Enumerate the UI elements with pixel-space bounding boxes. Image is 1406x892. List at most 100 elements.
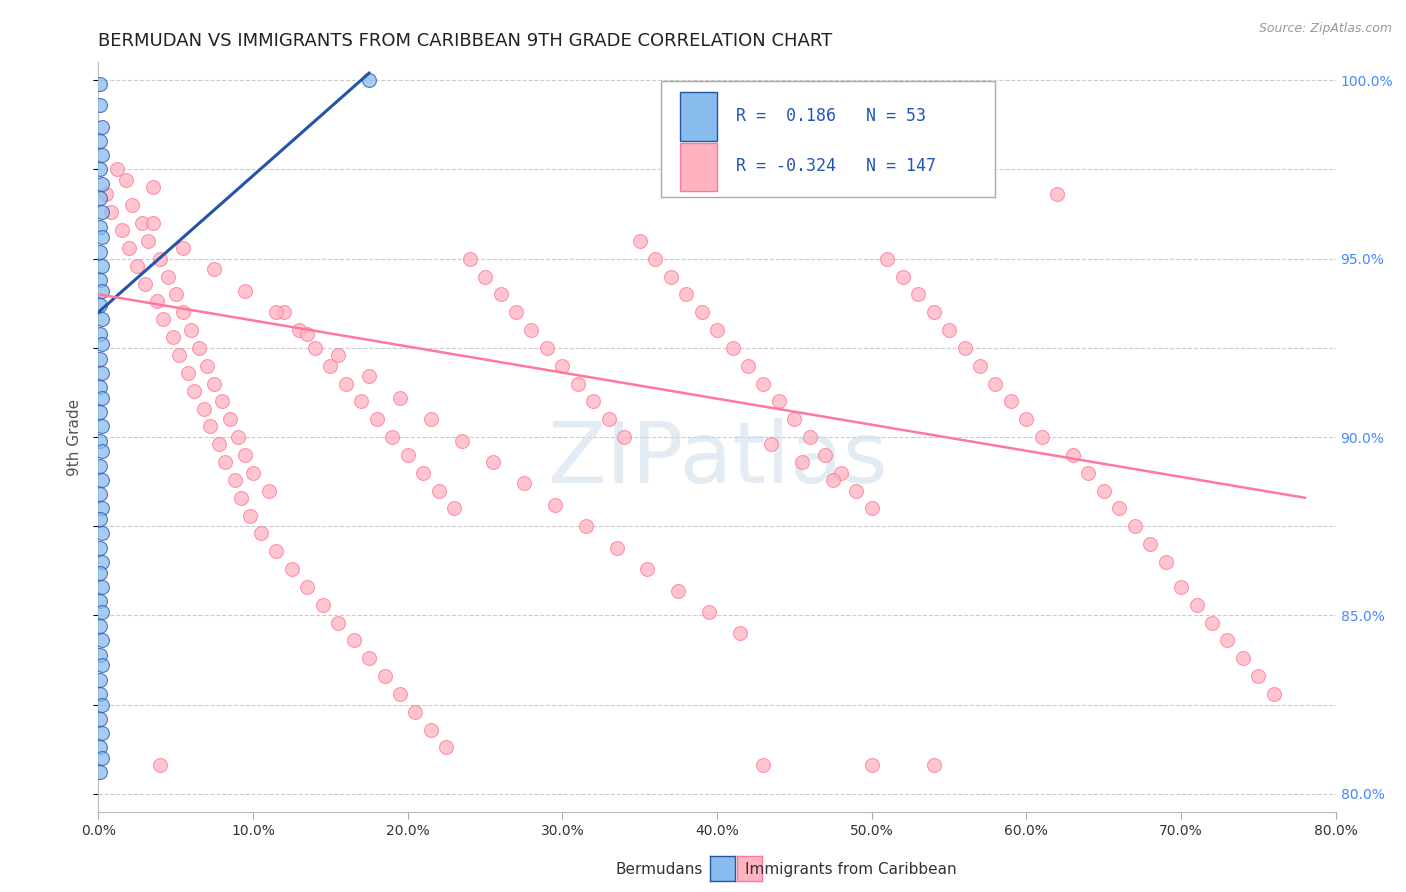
- Point: [89, 298, 111, 312]
- Point: [922, 758, 945, 772]
- Point: [266, 544, 288, 558]
- Point: [1232, 651, 1254, 665]
- Point: [90, 726, 112, 740]
- Point: [582, 394, 605, 409]
- Point: [90, 658, 112, 673]
- Point: [90, 120, 112, 134]
- Text: R =  0.186   N = 53: R = 0.186 N = 53: [735, 107, 925, 126]
- Point: [1031, 430, 1053, 444]
- Point: [814, 448, 837, 462]
- Point: [1046, 187, 1069, 202]
- Point: [90, 284, 112, 298]
- Point: [288, 323, 311, 337]
- Point: [357, 369, 380, 384]
- Point: [675, 287, 697, 301]
- Point: [90, 751, 112, 765]
- Point: [89, 244, 111, 259]
- Point: [860, 501, 883, 516]
- Point: [149, 758, 172, 772]
- Point: [628, 234, 651, 248]
- Point: [173, 305, 195, 319]
- Y-axis label: 9th Grade: 9th Grade: [67, 399, 83, 475]
- Point: [89, 273, 111, 287]
- Point: [89, 434, 111, 448]
- Point: [613, 430, 636, 444]
- Point: [659, 269, 682, 284]
- Point: [89, 405, 111, 419]
- Point: [666, 583, 689, 598]
- Point: [481, 455, 505, 469]
- Point: [229, 491, 252, 505]
- Point: [1000, 394, 1022, 409]
- Point: [381, 430, 404, 444]
- Point: [214, 455, 236, 469]
- Point: [89, 219, 111, 234]
- Point: [520, 323, 543, 337]
- Point: [90, 312, 112, 326]
- Point: [699, 605, 721, 619]
- Point: [90, 419, 112, 434]
- Point: [226, 430, 249, 444]
- Point: [443, 501, 465, 516]
- Point: [273, 305, 295, 319]
- Point: [90, 177, 112, 191]
- Point: [1015, 412, 1038, 426]
- Point: [90, 605, 112, 619]
- Point: [513, 476, 536, 491]
- Point: [136, 234, 159, 248]
- Point: [419, 412, 441, 426]
- Point: [224, 473, 246, 487]
- Point: [90, 633, 112, 648]
- Point: [721, 341, 744, 355]
- Point: [257, 483, 280, 498]
- Point: [297, 326, 319, 341]
- Point: [543, 498, 565, 512]
- Point: [89, 162, 111, 177]
- Point: [922, 305, 945, 319]
- Point: [319, 359, 342, 373]
- Point: [984, 376, 1007, 391]
- Point: [89, 191, 111, 205]
- FancyBboxPatch shape: [661, 81, 995, 197]
- Point: [969, 359, 991, 373]
- Point: [326, 615, 350, 630]
- Point: [165, 287, 187, 301]
- Point: [366, 412, 388, 426]
- Point: [783, 412, 806, 426]
- Point: [239, 508, 262, 523]
- Point: [89, 712, 111, 726]
- Point: [118, 241, 141, 255]
- Point: [127, 259, 149, 273]
- Point: [89, 134, 111, 148]
- Point: [89, 487, 111, 501]
- Point: [312, 598, 335, 612]
- Point: [388, 391, 412, 405]
- Point: [89, 380, 111, 394]
- Point: [89, 648, 111, 662]
- Point: [90, 526, 112, 541]
- Point: [90, 337, 112, 351]
- Point: [167, 348, 190, 362]
- Point: [551, 359, 574, 373]
- Point: [188, 341, 211, 355]
- Point: [89, 673, 111, 687]
- Point: [193, 401, 215, 416]
- Text: Immigrants from Caribbean: Immigrants from Caribbean: [745, 863, 957, 877]
- Point: [90, 391, 112, 405]
- Point: [89, 687, 111, 701]
- Point: [799, 430, 821, 444]
- Point: [1386, 715, 1406, 730]
- Point: [845, 483, 868, 498]
- Point: [419, 723, 441, 737]
- Point: [183, 384, 205, 398]
- Point: [706, 323, 728, 337]
- Point: [1139, 537, 1161, 551]
- Text: BERMUDAN VS IMMIGRANTS FROM CARIBBEAN 9TH GRADE CORRELATION CHART: BERMUDAN VS IMMIGRANTS FROM CARIBBEAN 9T…: [98, 32, 832, 50]
- Point: [131, 216, 153, 230]
- Point: [1108, 501, 1130, 516]
- Point: [761, 437, 783, 451]
- Point: [1123, 519, 1146, 533]
- Point: [474, 269, 496, 284]
- Bar: [681, 93, 717, 141]
- Point: [142, 180, 165, 194]
